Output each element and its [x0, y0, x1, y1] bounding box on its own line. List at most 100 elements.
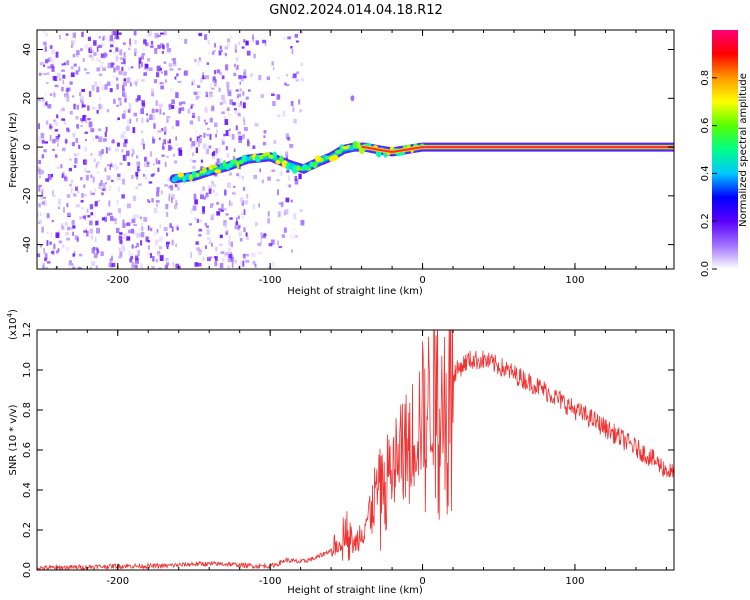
noise-speckle: [91, 106, 96, 110]
noise-speckle: [141, 62, 143, 68]
noise-speckle: [226, 81, 230, 88]
noise-speckle: [37, 211, 39, 217]
noise-speckle: [237, 215, 240, 219]
noise-speckle: [195, 95, 199, 101]
noise-speckle: [260, 237, 263, 244]
noise-speckle: [230, 252, 232, 255]
noise-speckle: [76, 104, 79, 110]
snr-multiplier: (x104): [6, 309, 19, 340]
noise-speckle: [196, 247, 201, 251]
noise-speckle: [76, 50, 80, 56]
noise-speckle: [49, 241, 52, 245]
noise-speckle: [115, 47, 119, 52]
noise-speckle: [298, 173, 302, 180]
noise-speckle: [168, 105, 171, 110]
noise-speckle: [229, 99, 233, 105]
noise-speckle: [285, 151, 289, 158]
noise-speckle: [79, 267, 82, 269]
noise-speckle: [39, 175, 41, 179]
noise-speckle: [41, 170, 44, 174]
noise-speckle: [38, 221, 40, 225]
noise-speckle: [220, 251, 225, 254]
noise-speckle: [197, 60, 200, 66]
noise-speckle: [260, 94, 264, 98]
noise-speckle: [221, 75, 225, 80]
noise-speckle: [70, 179, 74, 183]
noise-speckle: [94, 81, 97, 86]
noise-speckle: [143, 72, 147, 76]
noise-speckle: [199, 249, 202, 252]
noise-speckle: [84, 168, 87, 173]
noise-speckle: [110, 44, 114, 48]
noise-speckle: [42, 263, 45, 267]
track-blob: [245, 156, 250, 161]
noise-speckle: [158, 137, 161, 140]
colorbar-tick-label: 0.8: [700, 70, 711, 86]
noise-speckle: [115, 175, 119, 181]
noise-speckle: [69, 260, 72, 263]
noise-speckle: [57, 206, 60, 209]
noise-speckle: [76, 204, 80, 208]
noise-speckle: [147, 199, 150, 203]
noise-speckle: [271, 61, 274, 66]
track-blob: [305, 167, 312, 171]
noise-speckle: [80, 98, 83, 103]
noise-speckle: [219, 45, 222, 50]
noise-speckle: [194, 262, 199, 267]
noise-speckle: [140, 55, 144, 60]
noise-speckle: [118, 97, 122, 101]
noise-speckle: [96, 86, 100, 93]
noise-speckle: [138, 63, 141, 69]
noise-speckle: [42, 30, 45, 34]
noise-speckle: [240, 101, 242, 105]
noise-speckle: [221, 140, 225, 145]
noise-speckle: [58, 198, 61, 205]
noise-speckle: [90, 212, 94, 216]
noise-speckle: [197, 91, 202, 94]
noise-speckle: [111, 179, 114, 182]
track-blob: [262, 152, 268, 157]
noise-speckle: [228, 235, 231, 242]
noise-speckle: [145, 174, 147, 180]
snr-xlabel: Height of straight line (km): [287, 585, 423, 596]
noise-speckle: [99, 96, 101, 101]
noise-speckle: [122, 223, 126, 228]
noise-speckle: [78, 144, 81, 149]
noise-speckle: [205, 225, 209, 228]
noise-speckle: [159, 246, 163, 250]
noise-speckle: [90, 128, 95, 133]
noise-speckle: [108, 200, 111, 207]
noise-speckle: [50, 231, 53, 238]
noise-speckle: [123, 107, 127, 113]
noise-speckle: [189, 120, 194, 125]
noise-speckle: [175, 92, 179, 98]
snr-multiplier-exp: 4: [6, 312, 14, 317]
noise-speckle: [230, 241, 234, 247]
noise-speckle: [47, 104, 52, 109]
noise-speckle: [109, 88, 113, 93]
noise-speckle: [213, 79, 217, 84]
noise-speckle: [120, 134, 125, 139]
noise-speckle: [53, 76, 58, 82]
noise-speckle: [153, 123, 156, 129]
noise-speckle: [96, 46, 99, 52]
noise-speckle: [151, 90, 154, 97]
noise-speckle: [66, 194, 71, 198]
noise-speckle: [68, 167, 72, 172]
noise-speckle: [176, 227, 179, 231]
track-blob: [195, 173, 200, 178]
noise-speckle: [140, 240, 143, 246]
noise-speckle: [216, 201, 220, 205]
noise-speckle: [38, 186, 41, 192]
noise-speckle: [88, 121, 93, 128]
noise-speckle: [171, 105, 175, 109]
noise-speckle: [42, 102, 46, 107]
noise-speckle: [135, 186, 139, 190]
noise-speckle: [100, 62, 105, 65]
noise-speckle: [38, 72, 42, 76]
noise-speckle: [123, 135, 126, 139]
noise-speckle: [166, 155, 169, 158]
noise-speckle: [44, 257, 47, 262]
noise-speckle: [262, 235, 266, 239]
noise-speckle: [204, 75, 207, 78]
